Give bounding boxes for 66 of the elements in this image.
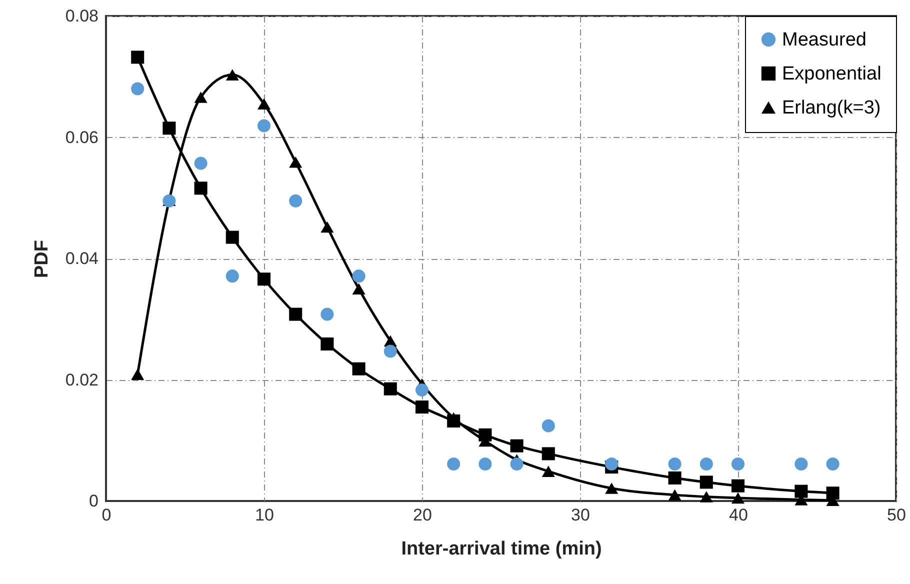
y-tick-label: 0.06	[65, 128, 98, 147]
point	[668, 489, 682, 501]
point	[257, 98, 271, 110]
point	[131, 368, 144, 380]
point	[289, 194, 302, 208]
point	[826, 458, 840, 471]
point	[668, 458, 682, 471]
point	[731, 458, 745, 471]
x-tick-label: 50	[887, 506, 906, 524]
point	[384, 382, 397, 396]
point	[668, 471, 682, 484]
point	[605, 482, 618, 494]
point	[194, 182, 208, 195]
point	[257, 272, 271, 286]
point	[131, 82, 144, 96]
point	[289, 156, 302, 168]
point	[794, 458, 808, 471]
legend-label: Exponential	[782, 64, 882, 84]
point	[510, 458, 524, 471]
point	[542, 447, 555, 460]
point	[289, 308, 302, 321]
point	[700, 476, 713, 489]
point	[320, 221, 334, 233]
point	[226, 69, 239, 80]
point	[542, 419, 555, 432]
y-tick-label: 0.02	[65, 370, 98, 390]
point	[384, 344, 397, 358]
y-tick-label: 0.04	[65, 249, 98, 268]
point	[415, 384, 429, 397]
point	[794, 484, 808, 498]
x-tick-label: 30	[571, 506, 590, 524]
point	[352, 283, 366, 294]
point	[605, 458, 618, 471]
y-tick-label: 0	[89, 492, 98, 510]
point	[826, 486, 840, 500]
x-tick-label: 20	[413, 506, 432, 524]
point	[194, 156, 208, 170]
legend-label: Erlang(k=3)	[782, 98, 881, 118]
x-tick-label: 10	[255, 506, 274, 524]
point	[226, 230, 239, 244]
point	[478, 428, 492, 442]
point	[352, 362, 366, 376]
x-tick-label: 40	[729, 506, 748, 524]
point	[131, 50, 144, 64]
point	[352, 270, 366, 283]
point	[162, 122, 176, 135]
point	[478, 458, 492, 471]
point	[415, 400, 429, 414]
legend-label: Measured	[782, 30, 866, 50]
point	[700, 458, 713, 471]
point	[731, 479, 745, 492]
point	[226, 270, 239, 283]
point	[447, 458, 460, 471]
point	[542, 466, 555, 477]
x-tick-label: 0	[102, 506, 112, 524]
point	[731, 492, 745, 504]
x-axis-title: Inter-arrival time (min)	[401, 538, 602, 560]
point	[320, 308, 334, 321]
point	[194, 92, 208, 103]
y-tick-label: 0.08	[65, 6, 98, 26]
point	[447, 414, 460, 428]
point	[510, 439, 524, 452]
point	[257, 119, 271, 132]
point	[320, 337, 334, 350]
point	[700, 491, 713, 502]
y-axis-title: PDF	[31, 240, 52, 278]
